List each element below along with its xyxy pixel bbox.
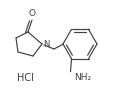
- Text: NH₂: NH₂: [75, 73, 92, 82]
- Text: N: N: [43, 40, 49, 49]
- Text: HCl: HCl: [17, 73, 33, 83]
- Text: O: O: [29, 9, 35, 18]
